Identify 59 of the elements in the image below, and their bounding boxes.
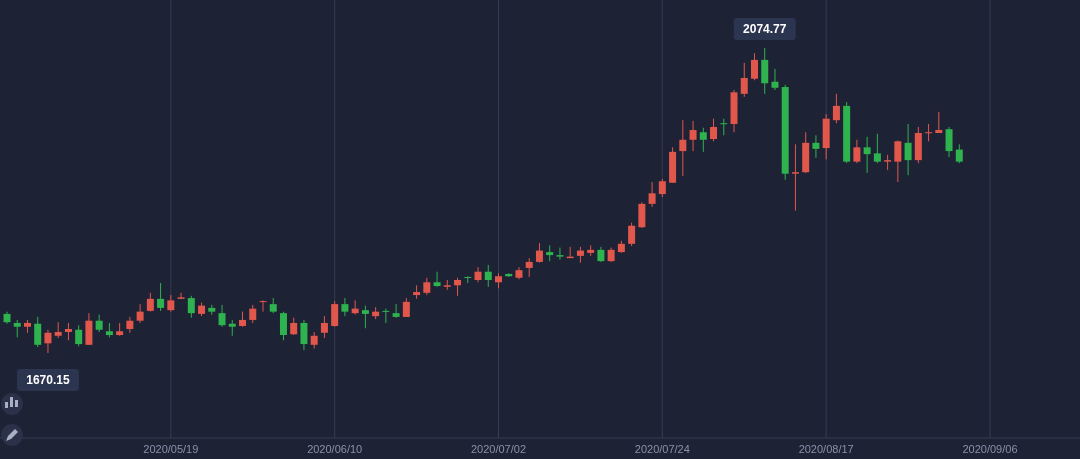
candlestick (638, 201, 646, 229)
candlestick (484, 264, 492, 288)
candlestick (873, 133, 881, 164)
candlestick (525, 257, 533, 278)
candlestick (433, 271, 441, 288)
annotation: 1670.15 (26, 373, 70, 387)
candlestick (259, 299, 267, 313)
candlestick (771, 68, 779, 91)
candlestick (474, 266, 482, 283)
candlestick (832, 93, 840, 124)
candlestick (249, 304, 257, 324)
candlestick (710, 118, 718, 142)
candlestick (34, 316, 42, 348)
candlestick (126, 316, 134, 334)
candlestick (187, 295, 195, 319)
candlestick (925, 123, 933, 142)
candlestick (136, 303, 144, 324)
annotation: 2074.77 (743, 22, 787, 36)
candlestick (679, 119, 687, 177)
x-tick-label: 2020/09/06 (962, 443, 1018, 455)
candlestick (791, 143, 799, 212)
x-tick-label: 2020/07/02 (470, 443, 527, 455)
candlestick (331, 300, 339, 328)
candlestick (904, 123, 912, 176)
x-tick-label: 2020/05/19 (143, 443, 199, 455)
candlestick (750, 52, 758, 81)
candlestick (863, 136, 871, 174)
candlestick (740, 62, 748, 98)
candlestick (402, 297, 410, 318)
candlestick (392, 303, 400, 319)
candlestick (812, 134, 820, 159)
candlestick (382, 308, 390, 324)
candlestick (955, 143, 963, 164)
candlestick (361, 305, 369, 329)
candlestick (894, 140, 902, 183)
x-tick-label: 2020/08/17 (798, 443, 854, 455)
candlestick (658, 178, 666, 198)
candlestick (218, 304, 226, 328)
candlestick (689, 120, 697, 152)
candlestick (300, 319, 308, 351)
candlestick (628, 222, 636, 247)
candlestick (556, 247, 564, 261)
candlestick (945, 126, 953, 158)
candlestick (146, 292, 154, 313)
candlestick (279, 311, 287, 341)
candlestick (761, 47, 769, 95)
x-tick-label: 2020/06/10 (307, 443, 363, 455)
candlestick (699, 127, 707, 153)
candlestick (75, 324, 83, 347)
candlestick (44, 329, 52, 354)
candlestick (853, 139, 861, 164)
x-tick-label: 2020/07/24 (634, 443, 690, 455)
candlestick (454, 277, 462, 297)
candlestick (157, 282, 165, 312)
candlestick (341, 297, 349, 317)
candlestick (648, 181, 656, 208)
candlestick (177, 292, 185, 300)
candlestick (535, 242, 543, 264)
candlestick (320, 315, 328, 339)
